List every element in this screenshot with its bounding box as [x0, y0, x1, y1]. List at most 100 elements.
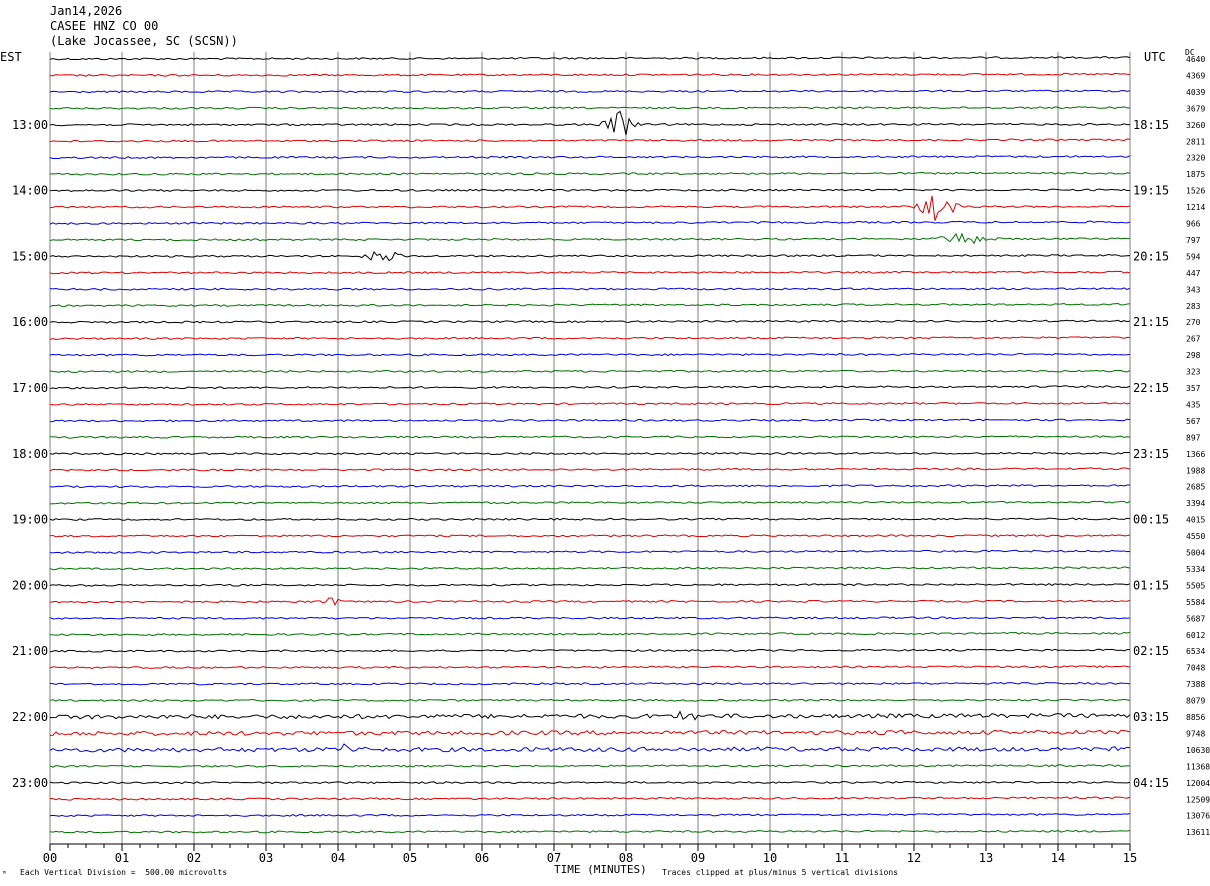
- dc-value-label: 357: [1186, 384, 1201, 393]
- trace-row-15: [49, 302, 1131, 308]
- trace-row-2: [49, 89, 1131, 94]
- trace-row-39: [49, 698, 1131, 702]
- dc-value-label: 12509: [1186, 795, 1210, 804]
- x-tick-label: 11: [835, 851, 849, 865]
- dc-value-label: 9748: [1186, 729, 1205, 738]
- x-tick-label: 15: [1123, 851, 1137, 865]
- dc-value-label: 343: [1186, 285, 1201, 294]
- dc-value-label: 2811: [1186, 137, 1205, 146]
- trace-row-32: [49, 583, 1131, 587]
- right-hour-label: 22:15: [1133, 381, 1169, 395]
- trace-row-31: [49, 566, 1131, 571]
- right-hour-label: 00:15: [1133, 513, 1169, 527]
- dc-value-label: 594: [1186, 252, 1201, 261]
- trace-row-33: [49, 597, 1131, 606]
- trace-row-21: [49, 401, 1131, 406]
- left-hour-label: 16:00: [12, 315, 48, 329]
- dc-value-label: 5505: [1186, 581, 1205, 590]
- dc-value-label: 283: [1186, 302, 1201, 311]
- right-hour-label: 19:15: [1133, 184, 1169, 198]
- dc-value-label: 897: [1186, 433, 1201, 442]
- dc-value-label: 1875: [1186, 170, 1205, 179]
- trace-row-16: [49, 319, 1131, 324]
- dc-value-label: 8856: [1186, 713, 1205, 722]
- chart-station: CASEE HNZ CO 00: [50, 19, 159, 33]
- dc-value-label: 1214: [1186, 203, 1205, 212]
- x-tick-label: 09: [691, 851, 705, 865]
- trace-row-19: [49, 369, 1131, 373]
- trace-row-3: [49, 106, 1131, 110]
- left-hour-label: 13:00: [12, 118, 48, 132]
- trace-row-46: [49, 813, 1131, 818]
- trace-row-6: [49, 155, 1131, 160]
- trace-row-14: [49, 287, 1131, 291]
- x-tick-label: 08: [619, 851, 633, 865]
- left-hour-label: 23:00: [12, 776, 48, 790]
- dc-value-label: 2320: [1186, 154, 1205, 163]
- trace-row-13: [49, 270, 1131, 275]
- trace-row-47: [49, 829, 1131, 834]
- dc-value-label: 4640: [1186, 55, 1205, 64]
- trace-row-0: [49, 56, 1131, 61]
- dc-value-label: 8079: [1186, 697, 1205, 706]
- x-tick-label: 06: [475, 851, 489, 865]
- left-hour-label: 21:00: [12, 644, 48, 658]
- x-axis-title: TIME (MINUTES): [554, 863, 647, 876]
- left-hour-label: 15:00: [12, 249, 48, 263]
- trace-row-38: [49, 681, 1131, 686]
- right-hour-label: 21:15: [1133, 315, 1169, 329]
- trace-row-36: [49, 648, 1131, 653]
- x-tick-label: 04: [331, 851, 345, 865]
- dc-header: DC: [1185, 48, 1195, 57]
- trace-row-4: [49, 110, 1131, 136]
- left-timezone-label: EST: [0, 50, 22, 64]
- dc-value-label: 323: [1186, 368, 1201, 377]
- trace-row-27: [49, 500, 1131, 505]
- chart-location: (Lake Jocassee, SC (SCSN)): [50, 34, 238, 48]
- x-tick-label: 02: [187, 851, 201, 865]
- trace-row-43: [49, 764, 1131, 768]
- dc-value-label: 5334: [1186, 565, 1205, 574]
- trace-row-41: [49, 729, 1131, 737]
- dc-value-label: 267: [1186, 335, 1201, 344]
- trace-row-34: [49, 616, 1131, 620]
- right-hour-label: 23:15: [1133, 447, 1169, 461]
- dc-value-label: 4369: [1186, 71, 1205, 80]
- dc-value-label: 5584: [1186, 598, 1205, 607]
- trace-row-1: [49, 72, 1131, 77]
- dc-value-label: 797: [1186, 236, 1201, 245]
- dc-value-label: 11368: [1186, 762, 1210, 771]
- dc-value-label: 298: [1186, 351, 1201, 360]
- dc-value-label: 6534: [1186, 647, 1205, 656]
- x-tick-label: 00: [43, 851, 57, 865]
- x-tick-label: 03: [259, 851, 273, 865]
- right-hour-label: 03:15: [1133, 710, 1169, 724]
- trace-row-5: [49, 138, 1131, 143]
- right-hour-label: 20:15: [1133, 249, 1169, 263]
- trace-row-11: [49, 232, 1131, 245]
- footer-mark: ᵐ: [2, 869, 7, 878]
- x-tick-label: 14: [1051, 851, 1065, 865]
- trace-row-30: [49, 549, 1131, 554]
- chart-date: Jan14,2026: [50, 4, 123, 18]
- trace-row-45: [49, 796, 1131, 801]
- x-tick-label: 01: [115, 851, 129, 865]
- dc-value-label: 7048: [1186, 664, 1205, 673]
- dc-value-label: 3394: [1186, 499, 1205, 508]
- right-hour-label: 01:15: [1133, 578, 1169, 592]
- trace-row-9: [49, 195, 1131, 221]
- dc-value-label: 966: [1186, 220, 1201, 229]
- left-hour-label: 14:00: [12, 184, 48, 198]
- left-hour-label: 17:00: [12, 381, 48, 395]
- trace-row-20: [49, 385, 1131, 390]
- vertical-division-note: Each Vertical Division = 500.00 microvol…: [20, 868, 228, 877]
- dc-value-label: 13611: [1186, 828, 1210, 837]
- trace-row-29: [49, 534, 1131, 538]
- dc-value-label: 447: [1186, 269, 1201, 278]
- trace-row-7: [49, 171, 1131, 176]
- right-hour-label: 18:15: [1133, 118, 1169, 132]
- dc-value-label: 4015: [1186, 516, 1205, 525]
- left-hour-label: 22:00: [12, 710, 48, 724]
- right-timezone-label: UTC: [1144, 50, 1166, 64]
